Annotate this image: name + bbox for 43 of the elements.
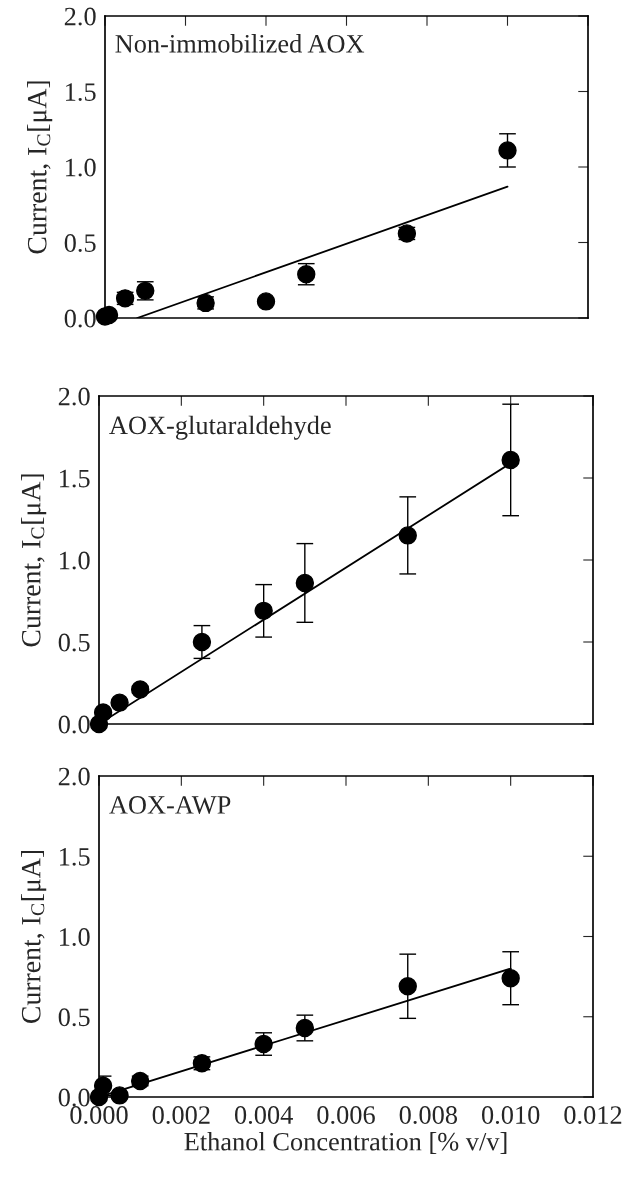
y-tick-label: 0.0 bbox=[58, 1088, 90, 1107]
text: AOX-AWP bbox=[109, 796, 231, 814]
y-tick-label: 2.0 bbox=[64, 7, 96, 26]
point bbox=[110, 693, 129, 712]
y-tick-label: 1.5 bbox=[66, 83, 96, 102]
point bbox=[256, 292, 276, 311]
point bbox=[295, 1018, 315, 1038]
point bbox=[398, 977, 417, 996]
y-tick-label: 1.0 bbox=[60, 928, 90, 947]
y-axis-title: Current, I$_{C}$[μA] bbox=[21, 474, 47, 647]
text: AOX-glutaraldehyde bbox=[109, 415, 331, 440]
x-tick-label: 0.012 bbox=[564, 1106, 622, 1125]
y-axis-title: Current, I$_{C}$[μA] bbox=[27, 81, 53, 254]
point bbox=[93, 1076, 113, 1095]
y-tick-label: 1.0 bbox=[60, 551, 90, 570]
y-tick-label: 0.5 bbox=[58, 1008, 90, 1027]
point bbox=[254, 601, 273, 621]
y-axis-title: Current, I$_{C}$[μA] bbox=[21, 850, 47, 1023]
point bbox=[110, 1086, 129, 1105]
y-tick-label: 1.5 bbox=[60, 469, 90, 488]
x-tick-label: 0.002 bbox=[152, 1106, 210, 1125]
point bbox=[498, 141, 517, 160]
y-tick-label: 0.5 bbox=[64, 234, 96, 253]
x-tick-label: 0.006 bbox=[317, 1106, 375, 1125]
x-tick-label: 0.008 bbox=[399, 1106, 458, 1125]
point bbox=[93, 703, 113, 722]
y-tick-label: 0.5 bbox=[58, 633, 90, 652]
point bbox=[295, 573, 315, 593]
point bbox=[192, 632, 212, 652]
point bbox=[501, 450, 520, 470]
y-tick-label: 2.0 bbox=[58, 387, 90, 406]
point bbox=[501, 969, 520, 988]
y-tick-label: 1.5 bbox=[60, 847, 90, 866]
y-tick-label: 0.0 bbox=[64, 309, 96, 328]
y-tick-label: 2.0 bbox=[58, 767, 90, 786]
y-tick-label: 0.0 bbox=[58, 715, 90, 734]
y-tick-label: 1.0 bbox=[66, 158, 96, 177]
point bbox=[398, 526, 417, 545]
x-tick-label: 0.000 bbox=[70, 1106, 128, 1125]
text: Non-immobilized AOX bbox=[115, 34, 365, 53]
x-axis-title: Ethanol Concentration [% v/v] bbox=[184, 1132, 507, 1154]
x-tick-label: 0.010 bbox=[481, 1106, 540, 1125]
x-tick-label: 0.004 bbox=[234, 1106, 293, 1125]
